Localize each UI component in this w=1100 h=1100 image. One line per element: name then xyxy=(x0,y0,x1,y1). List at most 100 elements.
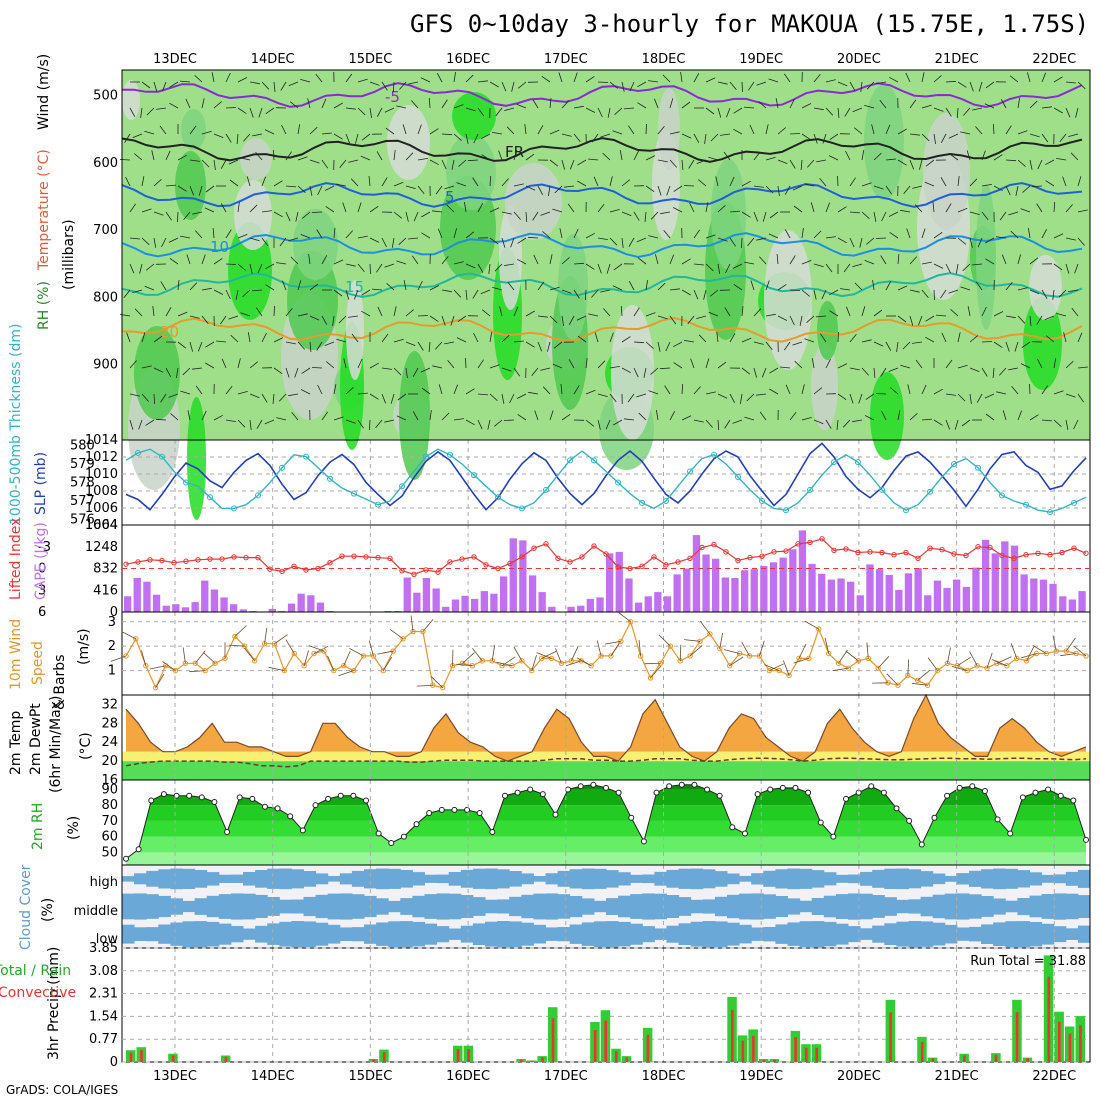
wind-barb xyxy=(573,72,578,83)
precip-convective-bar xyxy=(456,1049,460,1062)
date-label-bottom: 13DEC xyxy=(153,1069,197,1084)
wind-barb xyxy=(777,315,788,321)
wind-barb xyxy=(860,81,863,92)
cloud-cell xyxy=(848,874,861,884)
ylabel-unit: (%) xyxy=(66,816,82,840)
wind-barb xyxy=(333,227,336,239)
wind-barb xyxy=(507,281,515,291)
wind-barb xyxy=(513,646,523,662)
thickness-marker xyxy=(1047,509,1053,516)
cloud-cell xyxy=(969,894,982,919)
wind-barb xyxy=(213,101,222,109)
cloud-cell xyxy=(412,872,425,886)
wind-barb xyxy=(585,358,588,369)
wind-barb xyxy=(672,207,683,213)
wind-marker xyxy=(588,663,594,669)
li-marker xyxy=(723,549,729,555)
rh-marker xyxy=(779,784,786,791)
cloud-cell xyxy=(158,869,171,889)
wind-barb xyxy=(849,211,861,214)
wind-barb xyxy=(501,211,512,215)
wind-barb xyxy=(704,133,707,144)
wind-barb xyxy=(741,237,743,249)
wind-barb xyxy=(912,341,923,344)
wind-barb xyxy=(473,133,479,144)
wind-barb xyxy=(1065,419,1069,430)
thickness-marker xyxy=(543,486,549,493)
cloud-cell xyxy=(654,928,667,940)
cloud-cell xyxy=(436,874,450,884)
wind-barb xyxy=(717,361,727,369)
wind-barb xyxy=(129,360,137,369)
wind-barb xyxy=(1029,159,1033,170)
wind-barb xyxy=(565,660,582,667)
wind-barb xyxy=(1065,360,1074,369)
rh-marker xyxy=(337,792,344,799)
wind-barb xyxy=(921,133,930,142)
wind-barb xyxy=(435,185,443,195)
wind-barb xyxy=(687,315,695,325)
wind-barb xyxy=(561,159,565,170)
wind-barb xyxy=(110,655,127,662)
wind-barb xyxy=(813,419,824,425)
wind-barb xyxy=(531,367,539,377)
wind-barb xyxy=(567,203,575,213)
cloud-cell xyxy=(255,894,268,918)
wind-barb xyxy=(885,281,892,291)
rh-contour xyxy=(923,113,970,230)
wind-barb xyxy=(573,289,580,299)
wind-barb xyxy=(302,211,311,219)
wind-barb xyxy=(345,387,354,395)
li-marker xyxy=(687,555,693,562)
cloud-cell xyxy=(642,874,655,884)
wind-barb xyxy=(1077,81,1086,90)
wind-barb xyxy=(657,185,662,196)
wind-barb xyxy=(182,647,186,664)
rh-marker xyxy=(691,781,698,788)
date-label-top: 18DEC xyxy=(642,52,686,67)
li-marker xyxy=(495,565,501,572)
cloud-cell xyxy=(255,925,268,943)
wind-barb xyxy=(288,81,299,87)
wind-barb xyxy=(1005,315,1016,319)
precip-convective-bar xyxy=(762,1059,766,1062)
cloud-cell xyxy=(146,894,159,919)
wind-barb xyxy=(410,615,414,632)
rh-contour xyxy=(711,159,746,270)
cloud-cell xyxy=(206,895,220,918)
wind-barb xyxy=(386,283,395,291)
rh-marker xyxy=(400,833,407,840)
cloud-cell xyxy=(932,894,946,919)
wind-barb xyxy=(705,419,713,428)
li-marker xyxy=(1059,549,1065,556)
wind-barb xyxy=(300,234,311,239)
wind-barb xyxy=(729,176,735,187)
wind-barb xyxy=(432,365,443,369)
wind-barb xyxy=(282,280,287,291)
cloud-cell xyxy=(666,895,680,918)
wind-barb xyxy=(405,367,408,378)
wind-barb xyxy=(688,159,695,169)
wind-barb xyxy=(458,159,467,167)
wind-barb xyxy=(417,124,422,135)
wind-barb xyxy=(783,660,790,676)
wind-barb xyxy=(740,393,743,404)
cloud-cell xyxy=(303,896,317,917)
wind-barb xyxy=(393,367,402,376)
wind-barb xyxy=(540,367,551,371)
wind-barb xyxy=(309,283,319,291)
wind-barb xyxy=(819,178,827,187)
thickness-marker xyxy=(303,453,309,460)
wind-barb xyxy=(591,289,599,298)
wind-barb xyxy=(430,676,443,688)
wind-barb xyxy=(569,159,575,170)
wind-barb xyxy=(501,81,507,92)
cloud-cell xyxy=(509,896,522,917)
cloud-cell xyxy=(896,899,909,914)
wind-barb xyxy=(935,314,947,317)
y-tick-label: 50 xyxy=(101,845,118,860)
wind-barb xyxy=(399,81,407,90)
li-marker xyxy=(147,557,153,563)
wind-barb xyxy=(798,643,807,659)
rh-contour xyxy=(387,105,430,180)
